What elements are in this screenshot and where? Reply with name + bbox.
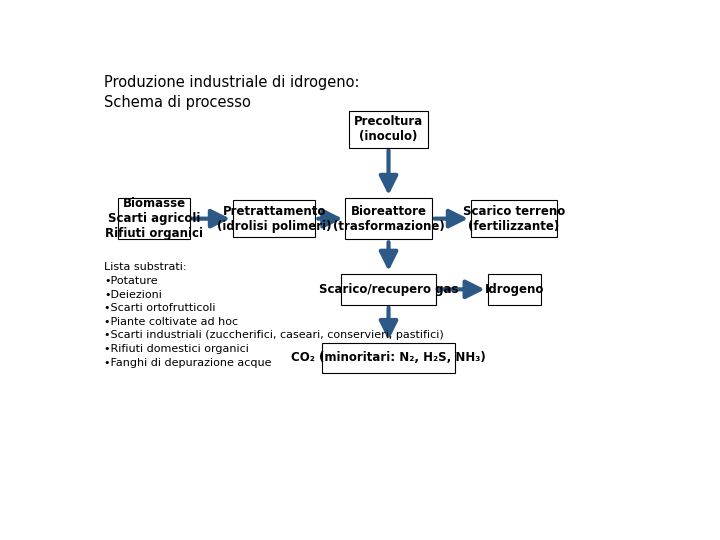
FancyBboxPatch shape [346, 198, 432, 239]
Text: CO₂ (minoritari: N₂, H₂S, NH₃): CO₂ (minoritari: N₂, H₂S, NH₃) [291, 352, 486, 365]
Text: Idrogeno: Idrogeno [485, 283, 544, 296]
Text: Bioreattore
(trasformazione): Bioreattore (trasformazione) [333, 205, 444, 233]
FancyBboxPatch shape [118, 198, 190, 239]
Text: Pretrattamento
(idrolisi polimeri): Pretrattamento (idrolisi polimeri) [217, 205, 331, 233]
FancyBboxPatch shape [341, 274, 436, 305]
FancyBboxPatch shape [487, 274, 541, 305]
Text: Biomasse
Scarti agricoli
Rifiuti organici: Biomasse Scarti agricoli Rifiuti organic… [105, 197, 203, 240]
FancyBboxPatch shape [233, 200, 315, 237]
Text: Scarico terreno
(fertilizzante): Scarico terreno (fertilizzante) [463, 205, 565, 233]
Text: Produzione industriale di idrogeno:
Schema di processo: Produzione industriale di idrogeno: Sche… [104, 75, 359, 110]
Text: Precoltura
(inoculo): Precoltura (inoculo) [354, 115, 423, 143]
FancyBboxPatch shape [322, 343, 456, 373]
FancyBboxPatch shape [349, 111, 428, 147]
Text: Lista substrati:
•Potature
•Deiezioni
•Scarti ortofrutticoli
•Piante coltivate a: Lista substrati: •Potature •Deiezioni •S… [104, 262, 444, 368]
Text: Scarico/recupero gas: Scarico/recupero gas [319, 283, 459, 296]
FancyBboxPatch shape [471, 200, 557, 237]
